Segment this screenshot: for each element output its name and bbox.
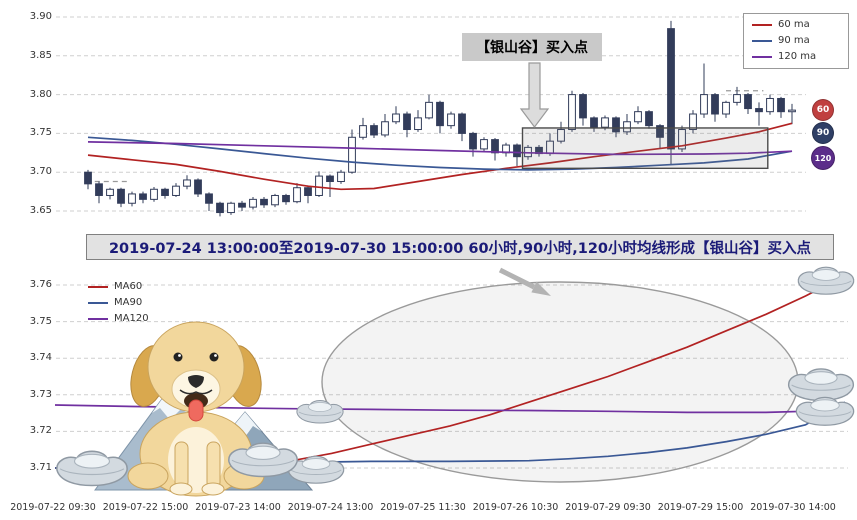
legend-line-swatch [752,24,772,26]
legend-line-swatch [752,40,772,42]
bottom-y-tick: 3.74 [29,352,52,364]
legend-label: MA90 [114,297,143,308]
bottom-y-tick: 3.75 [29,315,52,327]
top-y-tick: 3.85 [29,49,52,61]
bottom-x-tick: 2019-07-25 11:30 [380,502,466,513]
ma-badge-120: 120 [811,146,835,170]
silver-ingot-icon [56,450,128,487]
legend-item: 60 ma [752,19,840,31]
bottom-x-tick: 2019-07-26 10:30 [472,502,559,513]
silver-valley-highlight-box [521,127,769,170]
annotation-arrow [519,62,550,128]
bottom-y-tick: 3.73 [29,388,52,400]
buy-point-annotation: 【银山谷】买入点 [462,33,602,61]
bottom-x-tick: 2019-07-29 09:30 [565,502,651,513]
legend-item: MA90 [88,297,149,309]
top-candlestick-chart [56,16,806,217]
60-ma-line [87,122,793,191]
silver-valley-ellipse [321,281,799,483]
ma-badge-90: 90 [812,122,834,144]
top-y-tick: 3.65 [29,205,52,216]
silver-ingot-icon [795,396,855,426]
legend-label: 120 ma [778,51,817,62]
silver-ingot-icon [787,368,855,402]
banner-arrow-head [531,281,551,296]
legend-label: MA120 [114,313,149,324]
120-ma-line [87,141,793,156]
bottom-y-tick: 3.72 [29,425,52,437]
top-y-tick: 3.75 [29,127,52,139]
legend-item: MA60 [88,281,149,293]
bottom-x-tick: 2019-07-24 13:00 [287,502,374,513]
legend-label: MA60 [114,281,143,292]
top-y-tick: 3.80 [29,88,52,100]
90-ma-line [87,136,793,171]
bottom-legend: MA60 MA90 MA120 [88,281,149,325]
legend-item: 120 ma [752,51,840,63]
silver-ingot-icon [797,266,855,295]
legend-item: MA120 [88,313,149,325]
top-y-tick: 3.70 [29,166,52,178]
bottom-x-tick: 2019-07-30 14:00 [750,502,836,513]
legend-line-swatch [88,318,108,320]
top-legend: 60 ma 90 ma 120 ma [743,13,849,69]
bottom-y-tick: 3.76 [29,279,52,290]
bottom-x-tick: 2019-07-29 15:00 [657,502,744,513]
legend-line-swatch [88,302,108,304]
ma-badge-60: 60 [812,99,834,121]
legend-label: 90 ma [778,35,810,46]
bottom-x-tick: 2019-07-22 15:00 [102,502,189,513]
legend-line-swatch [88,286,108,288]
dog-illustration [127,321,265,497]
top-y-tick: 3.90 [29,11,52,22]
legend-item: 90 ma [752,35,840,47]
banner-arrow-shaft [498,267,536,290]
bottom-x-tick: 2019-07-23 14:00 [195,502,281,513]
bottom-y-tick: 3.71 [29,462,52,473]
bottom-ma-chart [54,266,855,497]
bottom-x-tick: 2019-07-22 09:30 [10,502,96,513]
legend-label: 60 ma [778,19,810,30]
legend-line-swatch [752,56,772,58]
summary-banner: 2019-07-24 13:00:00至2019-07-30 15:00:00 … [86,234,834,260]
candlestick-series [84,20,796,217]
